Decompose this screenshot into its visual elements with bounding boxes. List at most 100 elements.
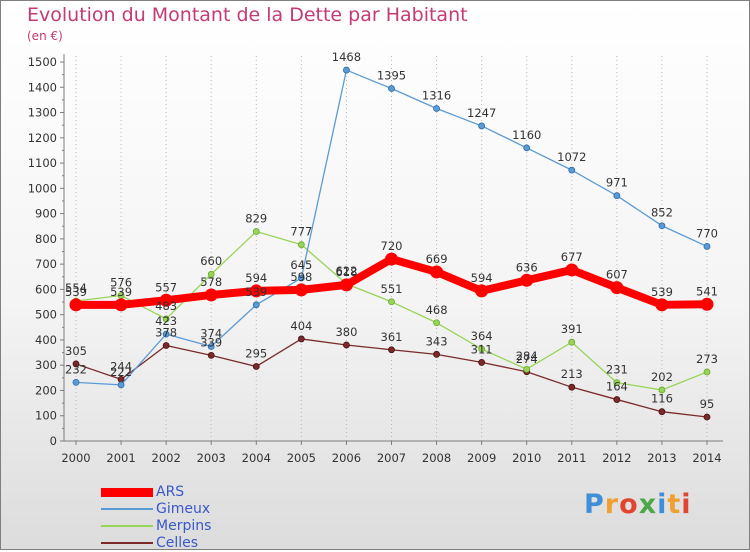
y-tick-label: 100 <box>35 409 57 423</box>
logo-letter: t <box>667 489 682 520</box>
legend-swatch <box>101 487 153 497</box>
data-point <box>658 222 666 230</box>
data-label: 273 <box>696 352 718 366</box>
legend: ARS Gimeux Merpins Celles <box>101 484 361 552</box>
y-tick-label: 1500 <box>28 55 57 69</box>
data-point <box>433 350 440 358</box>
x-tick-label: 2005 <box>287 451 316 465</box>
data-point <box>297 335 305 343</box>
data-point <box>162 342 170 349</box>
data-label: 1160 <box>512 128 541 142</box>
data-point <box>613 396 621 403</box>
y-tick-label: 300 <box>35 358 57 372</box>
data-point <box>700 297 714 311</box>
data-label: 636 <box>516 260 538 274</box>
y-tick-label: 500 <box>35 308 57 322</box>
data-point <box>69 298 83 312</box>
data-label: 284 <box>516 349 538 363</box>
data-label: 339 <box>200 335 222 349</box>
data-point <box>523 144 531 152</box>
data-label: 598 <box>290 270 312 284</box>
data-point <box>72 360 80 368</box>
data-point <box>207 343 215 350</box>
data-label: 1395 <box>377 69 406 83</box>
chart-unit: (en €) <box>27 29 63 43</box>
y-tick-label: 1300 <box>28 106 57 120</box>
data-point <box>117 381 125 389</box>
data-label: 607 <box>606 268 628 282</box>
x-tick-label: 2010 <box>512 451 541 465</box>
data-point <box>658 408 666 416</box>
data-point <box>430 265 444 279</box>
data-label: 295 <box>245 346 267 360</box>
data-label: 483 <box>155 299 177 313</box>
data-label: 361 <box>381 330 403 344</box>
x-tick-label: 2002 <box>152 451 181 465</box>
data-label: 232 <box>65 362 87 376</box>
x-tick-label: 2009 <box>467 451 496 465</box>
data-label: 378 <box>155 325 177 339</box>
data-point <box>520 273 534 287</box>
y-tick-label: 900 <box>35 207 57 221</box>
data-label: 222 <box>110 365 132 379</box>
data-point <box>204 288 218 302</box>
proxiti-logo: Proxiti <box>584 489 692 520</box>
data-label: 244 <box>110 359 132 373</box>
data-point <box>433 319 440 327</box>
x-tick-label: 2000 <box>61 451 90 465</box>
legend-label: Celles <box>156 535 199 551</box>
legend-swatch <box>101 508 153 510</box>
data-point <box>297 241 305 249</box>
data-label: 594 <box>471 271 493 285</box>
data-label: 231 <box>606 363 628 377</box>
data-label: 343 <box>426 334 448 348</box>
data-point <box>703 243 711 250</box>
data-label: 1316 <box>422 88 451 102</box>
data-label: 660 <box>200 254 222 268</box>
legend-item: ARS <box>101 484 361 501</box>
data-label: 1247 <box>467 106 496 120</box>
data-point <box>297 274 305 282</box>
data-point <box>523 365 531 373</box>
data-point <box>658 386 666 394</box>
data-point <box>478 122 486 130</box>
legend-item: Merpins <box>101 518 361 535</box>
data-point <box>385 252 398 266</box>
data-point <box>339 278 353 292</box>
data-point <box>159 293 173 307</box>
legend-swatch <box>101 525 153 527</box>
data-point <box>478 359 486 366</box>
y-tick-label: 600 <box>35 282 57 296</box>
data-point <box>249 284 263 298</box>
data-point <box>565 263 579 277</box>
data-point <box>162 315 170 323</box>
data-label: 1468 <box>332 50 361 64</box>
data-label: 829 <box>245 212 267 226</box>
data-point <box>568 166 576 174</box>
data-point <box>568 383 576 391</box>
data-label: 770 <box>696 226 718 240</box>
data-label: 669 <box>426 252 448 266</box>
legend-item: Gimeux <box>101 501 361 518</box>
data-label: 554 <box>65 281 87 295</box>
data-point <box>478 345 486 353</box>
logo-letter: x <box>638 489 658 520</box>
data-label: 202 <box>651 370 673 384</box>
legend-item: Celles <box>101 535 361 552</box>
logo-letter: i <box>681 489 692 520</box>
data-point <box>655 298 669 312</box>
data-label: 213 <box>561 367 583 381</box>
data-label: 578 <box>200 275 222 289</box>
data-point <box>114 298 128 312</box>
data-label: 305 <box>65 344 87 358</box>
logo-letter: P <box>584 489 605 520</box>
data-point <box>388 346 395 354</box>
data-point <box>610 281 624 295</box>
legend-label: Merpins <box>156 518 212 534</box>
data-label: 539 <box>651 285 673 299</box>
data-label: 468 <box>426 303 448 317</box>
data-point <box>703 368 711 376</box>
data-point <box>703 413 711 421</box>
y-tick-label: 800 <box>35 232 57 246</box>
data-point <box>207 270 215 278</box>
